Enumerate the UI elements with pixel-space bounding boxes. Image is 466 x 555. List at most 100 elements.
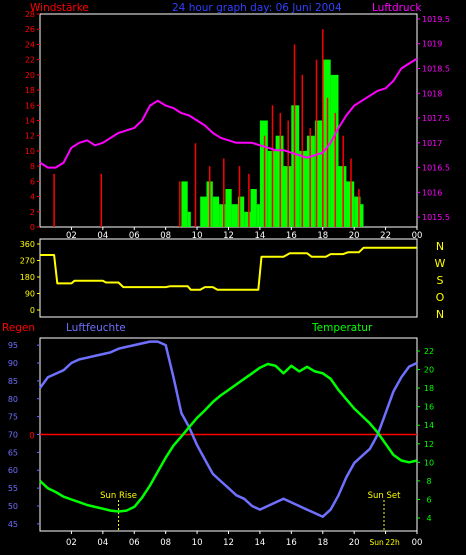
humidity-ytick-label: 65: [8, 448, 18, 457]
pressure-ytick-label: 1018.5: [422, 64, 450, 73]
rain-label: Regen: [2, 322, 35, 334]
wind-ytick-label: 16: [25, 101, 35, 110]
wind-ytick-label: 0: [30, 223, 35, 232]
time-tick-label: 14: [255, 231, 266, 241]
wind-title: Windstärke: [30, 2, 89, 14]
time-tick-label-bottom: 16: [286, 538, 297, 548]
humidity-label: Luftfeuchte: [66, 322, 126, 334]
wind-mean-bar: [299, 150, 308, 227]
compass-label: O: [436, 291, 445, 304]
wind-ytick-label: 24: [25, 40, 35, 49]
humidity-ytick-label: 60: [8, 466, 18, 475]
pressure-ytick-label: 1017: [422, 139, 442, 148]
wind-mean-bar: [231, 204, 238, 227]
humidity-ytick-label: 85: [8, 377, 18, 386]
time-tick-label: 00: [412, 231, 423, 241]
humidity-ytick-label: 45: [8, 520, 18, 529]
humidity-ytick-label: 75: [8, 413, 18, 422]
wind-mean-bar: [250, 189, 257, 227]
sunset-hour-label: 22h: [385, 538, 400, 547]
sun-annotation: Sun Rise: [100, 491, 137, 501]
direction-ytick-label: 180: [20, 273, 35, 282]
wind-direction-line: [40, 246, 417, 291]
pressure-title: Luftdruck: [372, 2, 422, 14]
time-tick-label: 04: [97, 231, 108, 241]
time-tick-label-bottom: 08: [160, 538, 171, 548]
wind-ytick-label: 28: [25, 10, 35, 19]
climate-plot: Sun Rise Sun Set: [38, 340, 418, 531]
time-tick-label: 06: [129, 231, 140, 241]
temperature-ytick-label: 22: [424, 347, 434, 356]
temperature-ytick-label: 18: [424, 384, 434, 393]
humidity-ytick-label: 50: [8, 502, 18, 511]
wind-mean-bar: [225, 189, 232, 227]
time-tick-label: 02: [66, 231, 77, 241]
wind-mean-bar: [212, 196, 220, 227]
wind-ytick-label: 10: [25, 147, 35, 156]
wind-mean-bar: [181, 181, 188, 227]
wind-mean-bar: [200, 196, 207, 227]
time-tick-label-bottom: 10: [192, 538, 203, 548]
rain-zero-label: 0: [29, 432, 35, 442]
time-tick-label: 18: [317, 231, 328, 241]
time-tick-label-bottom: 20: [349, 538, 360, 548]
direction-ytick-label: 270: [20, 257, 35, 266]
time-tick-label-bottom: 04: [97, 538, 108, 548]
pressure-line: [39, 57, 418, 169]
temperature-ytick-label: 12: [424, 440, 434, 449]
wind-mean-bar: [256, 204, 260, 227]
wind-ytick-label: 8: [30, 162, 35, 171]
wind-ytick-label: 2: [30, 208, 35, 217]
sun-tick-label: Sun: [369, 538, 384, 547]
direction-ytick-label: 360: [20, 240, 35, 249]
pressure-ytick-label: 1019.5: [422, 15, 450, 24]
wind-ytick-label: 14: [25, 117, 35, 126]
pressure-ytick-label: 1019: [422, 40, 442, 49]
wind-mean-bar: [187, 211, 191, 227]
direction-panel-frame: [39, 238, 418, 318]
wind-ytick-label: 20: [25, 71, 35, 80]
direction-plot: [40, 246, 417, 291]
temperature-ytick-label: 20: [424, 366, 434, 375]
temperature-ytick-label: 6: [426, 495, 431, 504]
temperature-ytick-label: 14: [424, 421, 434, 430]
wind-mean-bar: [314, 120, 323, 227]
graph-title: 24 hour graph day: 06 Juni 2004: [172, 2, 342, 14]
time-tick-label: 12: [223, 231, 234, 241]
time-tick-label: 20: [349, 231, 360, 241]
humidity-ytick-label: 55: [8, 484, 18, 493]
time-tick-label-bottom: 06: [129, 538, 140, 548]
humidity-ytick-label: 70: [8, 431, 18, 440]
temperature-label: Temperatur: [311, 322, 373, 334]
time-tick-label-bottom: 00: [412, 538, 423, 548]
wind-mean-bar: [244, 211, 251, 227]
wind-ytick-label: 18: [25, 86, 35, 95]
time-tick-label-bottom: 02: [66, 538, 77, 548]
temperature-ytick-label: 8: [426, 477, 431, 486]
direction-ytick-label: 0: [30, 306, 35, 315]
pressure-ytick-label: 1017.5: [422, 114, 450, 123]
time-tick-label-bottom: 14: [255, 538, 266, 548]
compass-label: N: [436, 240, 444, 253]
wind-mean-bar: [259, 120, 268, 227]
compass-label: W: [435, 257, 446, 270]
direction-ytick-label: 90: [25, 290, 35, 299]
compass-label: N: [436, 308, 444, 321]
time-tick-label-bottom: 12: [223, 538, 234, 548]
wind-mean-bar: [354, 196, 361, 227]
time-tick-label: 16: [286, 231, 297, 241]
wind-ytick-label: 12: [25, 132, 35, 141]
time-tick-label-bottom: 18: [317, 538, 328, 548]
wind-ytick-label: 26: [25, 25, 35, 34]
time-tick-label: 10: [192, 231, 203, 241]
time-tick-label: 22: [380, 231, 391, 241]
compass-label: S: [437, 274, 444, 287]
sun-annotation: Sun Set: [368, 491, 401, 501]
pressure-ytick-label: 1018: [422, 89, 442, 98]
wind-ytick-label: 6: [30, 177, 35, 186]
humidity-ytick-label: 95: [8, 341, 18, 350]
pressure-ytick-label: 1015.5: [422, 213, 450, 222]
wind-plot: [39, 29, 418, 228]
humidity-ytick-label: 90: [8, 359, 18, 368]
